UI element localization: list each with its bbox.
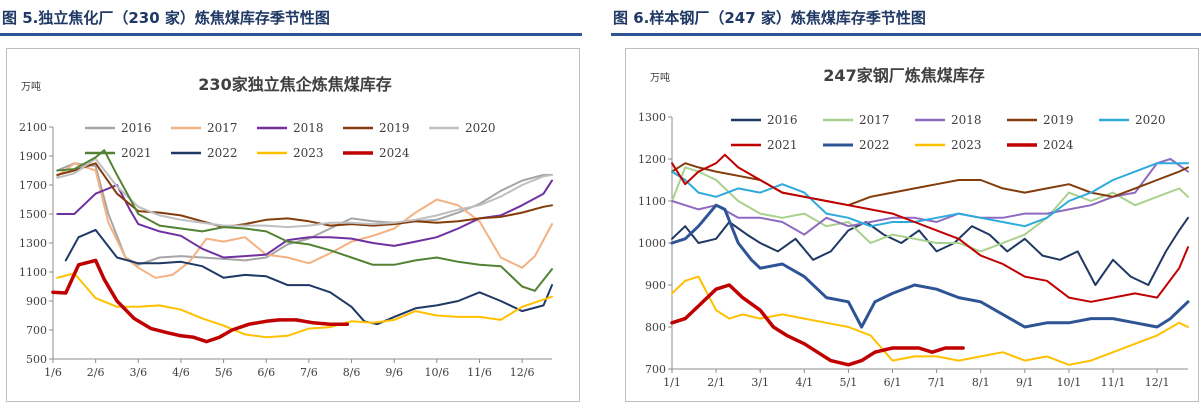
- x-tick-label: 3/1: [751, 376, 769, 389]
- legend-label-2019: 2019: [379, 121, 410, 135]
- series-line-2019: [671, 162, 1189, 207]
- series-line-2021: [671, 153, 1189, 303]
- x-tick-label: 2/1: [707, 376, 725, 389]
- series-line-2020: [671, 162, 1189, 228]
- legend-label-2020: 2020: [1135, 113, 1166, 127]
- y-tick-label: 1300: [19, 237, 47, 250]
- figure-6-chart-frame: 247家钢厂炼焦煤库存 万吨 700 800 900 1000 1100 1200 1300 1/…: [625, 48, 1199, 402]
- legend-label-2021: 2021: [121, 146, 152, 160]
- figure-6-panel: 图 6.样本钢厂（247 家）炼焦煤库存季节性图 247家钢厂炼焦煤库存 万吨 70…: [611, 0, 1201, 402]
- x-tick-label: 7/6: [300, 366, 318, 379]
- x-tick-label: 6/1: [884, 376, 902, 389]
- legend-label-2023: 2023: [951, 138, 982, 152]
- chart-title: 247家钢厂炼焦煤库存: [823, 66, 984, 85]
- series-line-2020: [56, 157, 553, 229]
- series-line-2017: [671, 166, 1189, 253]
- x-tick-label: 7/1: [928, 376, 946, 389]
- x-tick-label: 11/1: [1101, 376, 1126, 389]
- coking-plant-inventory-chart: 230家独立焦企炼焦煤库存 万吨 500 700 900 1100 1300 1500 1700…: [19, 75, 553, 379]
- series-line-2019: [56, 162, 553, 229]
- legend-label-2024: 2024: [379, 146, 410, 160]
- chart-title: 230家独立焦企炼焦煤库存: [198, 75, 391, 94]
- x-tick-label: 10/1: [1057, 376, 1082, 389]
- legend-label-2019: 2019: [1043, 113, 1074, 127]
- series-line-2023: [671, 275, 1189, 366]
- y-tick-label: 1000: [638, 237, 666, 250]
- legend-label-2023: 2023: [293, 146, 324, 160]
- legend-label-2021: 2021: [767, 138, 798, 152]
- legend-label-2020: 2020: [465, 121, 496, 135]
- legend-label-2018: 2018: [293, 121, 324, 135]
- y-tick-label: 1300: [638, 111, 666, 124]
- series-line-2024: [51, 258, 350, 344]
- x-tick-label: 1/6: [44, 366, 62, 379]
- y-tick-label: 700: [26, 324, 47, 337]
- y-tick-label: 1700: [19, 179, 47, 192]
- y-tick-label: 1900: [19, 150, 47, 163]
- x-tick-label: 10/6: [424, 366, 449, 379]
- x-tick-label: 12/1: [1145, 376, 1170, 389]
- y-tick-label: 900: [645, 279, 666, 292]
- legend-label-2022: 2022: [207, 146, 238, 160]
- y-tick-label: 2100: [19, 121, 47, 134]
- x-tick-label: 8/6: [343, 366, 361, 379]
- x-tick-label: 12/6: [510, 366, 535, 379]
- x-tick-label: 9/1: [1016, 376, 1034, 389]
- y-tick-label: 1100: [638, 195, 666, 208]
- figure-5-title: 图 5.独立焦化厂（230 家）炼焦煤库存季节性图: [0, 0, 582, 36]
- x-tick-label: 11/6: [467, 366, 492, 379]
- x-tick-label: 1/1: [663, 376, 681, 389]
- series-line-2023: [56, 272, 553, 339]
- x-tick-label: 4/6: [172, 366, 190, 379]
- series-line-2021: [56, 149, 553, 292]
- x-tick-label: 3/6: [129, 366, 147, 379]
- y-tick-label: 800: [645, 321, 666, 334]
- steel-mill-inventory-chart: 247家钢厂炼焦煤库存 万吨 700 800 900 1000 1100 1200 1300 1/…: [638, 66, 1190, 389]
- y-tick-label: 700: [645, 363, 666, 376]
- figure-6-title: 图 6.样本钢厂（247 家）炼焦煤库存季节性图: [611, 0, 1201, 36]
- x-tick-label: 5/6: [215, 366, 233, 379]
- figure-5-chart-frame: 230家独立焦企炼焦煤库存 万吨 500 700 900 1100 1300 1500 1700…: [6, 48, 580, 402]
- x-tick-label: 2/6: [87, 366, 105, 379]
- y-axis-unit: 万吨: [650, 71, 670, 84]
- series-line-2022: [64, 228, 553, 326]
- x-tick-label: 8/1: [972, 376, 990, 389]
- series-line-2022: [670, 203, 1190, 329]
- x-tick-label: 5/1: [840, 376, 858, 389]
- series-line-2018: [56, 179, 553, 259]
- y-tick-label: 1500: [19, 208, 47, 221]
- legend-label-2024: 2024: [1043, 138, 1074, 152]
- legend-label-2017: 2017: [207, 121, 238, 135]
- x-tick-label: 9/6: [385, 366, 403, 379]
- x-tick-label: 6/6: [257, 366, 275, 379]
- x-tick-label: 4/1: [795, 376, 813, 389]
- legend-label-2016: 2016: [121, 121, 152, 135]
- series-line-2024: [670, 283, 965, 367]
- legend-label-2018: 2018: [951, 113, 982, 127]
- legend-label-2017: 2017: [859, 113, 890, 127]
- y-axis-unit: 万吨: [21, 80, 41, 93]
- y-tick-label: 500: [26, 353, 47, 366]
- y-tick-label: 1200: [638, 153, 666, 166]
- y-tick-label: 1100: [19, 266, 47, 279]
- y-tick-label: 900: [26, 295, 47, 308]
- figure-5-panel: 图 5.独立焦化厂（230 家）炼焦煤库存季节性图 230家独立焦企炼焦煤库存 万…: [0, 0, 582, 402]
- legend-label-2022: 2022: [859, 138, 890, 152]
- legend-label-2016: 2016: [767, 113, 798, 127]
